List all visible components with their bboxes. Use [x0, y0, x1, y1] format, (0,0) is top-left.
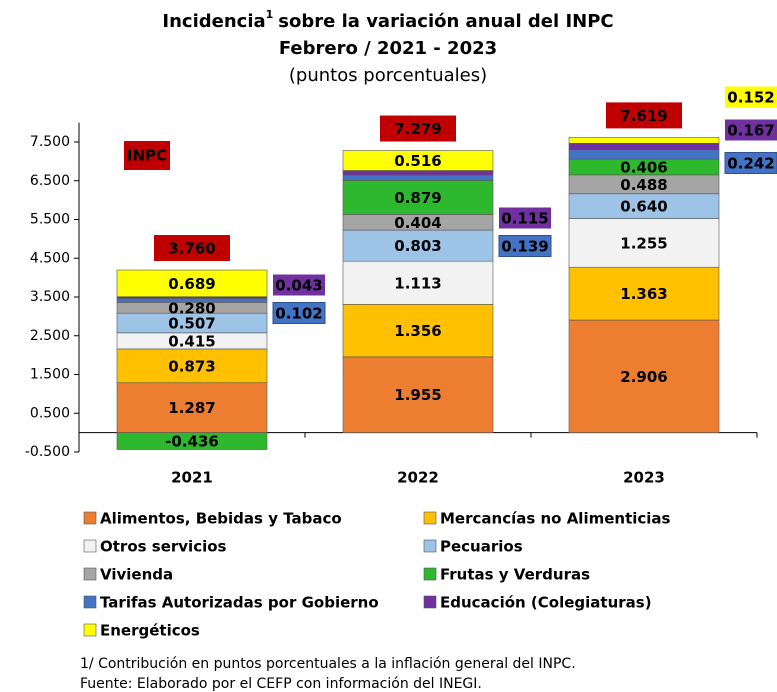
bar-segment [342, 260, 494, 305]
total-label: 3.760 [168, 240, 215, 258]
total-label: 7.279 [394, 120, 441, 138]
y-tick-label: 1.500 [30, 367, 70, 383]
bar-segment [116, 432, 268, 450]
data-label: 0.152 [727, 89, 774, 107]
bar-segment [116, 269, 268, 298]
total-box [606, 102, 682, 129]
x-tick-label: 2022 [397, 469, 439, 487]
data-label: 0.415 [168, 332, 215, 350]
bar-segment [568, 149, 720, 160]
data-label: 0.507 [168, 315, 215, 333]
legend-swatch [83, 567, 97, 581]
data-label: 0.115 [501, 210, 548, 228]
data-label: 0.873 [168, 357, 215, 375]
legend-swatch [83, 623, 97, 637]
data-label: 0.406 [620, 158, 667, 176]
legend-swatch [83, 539, 97, 553]
data-label: 0.280 [168, 299, 215, 317]
footnote: 1/ Contribución en puntos porcentuales a… [80, 656, 576, 672]
bar-segment [342, 356, 494, 433]
data-label: 1.356 [394, 322, 441, 340]
y-tick-label: 7.500 [30, 134, 70, 150]
data-label: 0.043 [275, 277, 322, 295]
legend-swatch [423, 511, 437, 525]
unit-label: (puntos porcentuales) [289, 65, 487, 86]
y-tick-label: 3.500 [30, 289, 70, 305]
bar-segment [116, 382, 268, 433]
legend-label: Tarifas Autorizadas por Gobierno [100, 594, 379, 612]
y-tick-label: -0.500 [25, 444, 70, 460]
y-tick-label: 4.500 [30, 250, 70, 266]
y-tick-label: 0.500 [30, 405, 70, 421]
bar-segment [568, 193, 720, 219]
data-label: 1.113 [394, 274, 441, 292]
legend-label: Energéticos [100, 622, 200, 640]
data-label: 0.404 [394, 214, 441, 232]
data-label: 0.242 [727, 155, 774, 173]
bar-segment [342, 150, 494, 171]
total-box [154, 235, 230, 262]
data-label: 0.139 [501, 238, 548, 256]
title-text: sobre la variación anual del INPC [278, 11, 613, 32]
bar-segment [342, 304, 494, 358]
data-label: 0.516 [394, 152, 441, 170]
legend-label: Otros servicios [100, 538, 227, 556]
label-box [725, 86, 777, 108]
data-label: 1.955 [394, 386, 441, 404]
data-label: 0.640 [620, 198, 667, 216]
total-legend-label: INPC [127, 147, 167, 165]
data-label: 1.255 [620, 234, 667, 252]
label-box [725, 119, 777, 141]
bar-segment [342, 174, 494, 181]
label-box [498, 235, 552, 257]
data-label: 0.803 [394, 237, 441, 255]
legend-label: Vivienda [100, 566, 173, 584]
label-box [724, 152, 777, 174]
bar-segment [342, 180, 494, 215]
bar-segment [568, 218, 720, 268]
y-tick-label: 5.500 [30, 212, 70, 228]
legend-label: Mercancías no Alimenticias [440, 510, 671, 528]
data-label: 1.287 [168, 399, 215, 417]
data-label: -0.436 [165, 433, 219, 451]
bar-segment [342, 170, 494, 176]
y-tick-label: 6.500 [30, 173, 70, 189]
label-box [499, 207, 551, 229]
bar-segment [568, 142, 720, 151]
data-label: 0.689 [168, 275, 215, 293]
legend-label: Frutas y Verduras [440, 566, 590, 584]
bar-segment [116, 348, 268, 384]
legend-swatch [83, 595, 97, 609]
legend-label: Alimentos, Bebidas y Tabaco [100, 510, 342, 528]
data-label: 2.906 [620, 368, 667, 386]
bar-segment [568, 319, 720, 433]
legend-swatch [83, 511, 97, 525]
y-tick-label: 2.500 [30, 328, 70, 344]
bar-segment [116, 298, 268, 303]
label-box [272, 302, 326, 324]
title-superscript: 1 [266, 8, 274, 21]
label-box [273, 274, 325, 296]
legend-swatch [423, 595, 437, 609]
legend-swatch [423, 567, 437, 581]
data-label: 1.363 [620, 285, 667, 303]
chart-title: Incidencia1 sobre la variación anual del … [162, 8, 613, 32]
data-label: 0.102 [275, 305, 322, 323]
x-tick-label: 2023 [623, 469, 665, 487]
chart-subtitle: Febrero / 2021 - 2023 [279, 38, 497, 59]
legend-label: Pecuarios [440, 538, 523, 556]
title-text: Incidencia [162, 11, 265, 32]
total-box [380, 115, 456, 142]
x-tick-label: 2021 [171, 469, 213, 487]
footnote: Fuente: Elaborado por el CEFP con inform… [80, 676, 482, 692]
data-label: 0.488 [620, 176, 667, 194]
legend-swatch [423, 539, 437, 553]
total-legend-box [124, 141, 170, 170]
total-label: 7.619 [620, 107, 667, 125]
data-label: 0.167 [727, 122, 774, 140]
bar-segment [568, 137, 720, 144]
legend-label: Educación (Colegiaturas) [440, 594, 652, 612]
data-label: 0.879 [394, 189, 441, 207]
